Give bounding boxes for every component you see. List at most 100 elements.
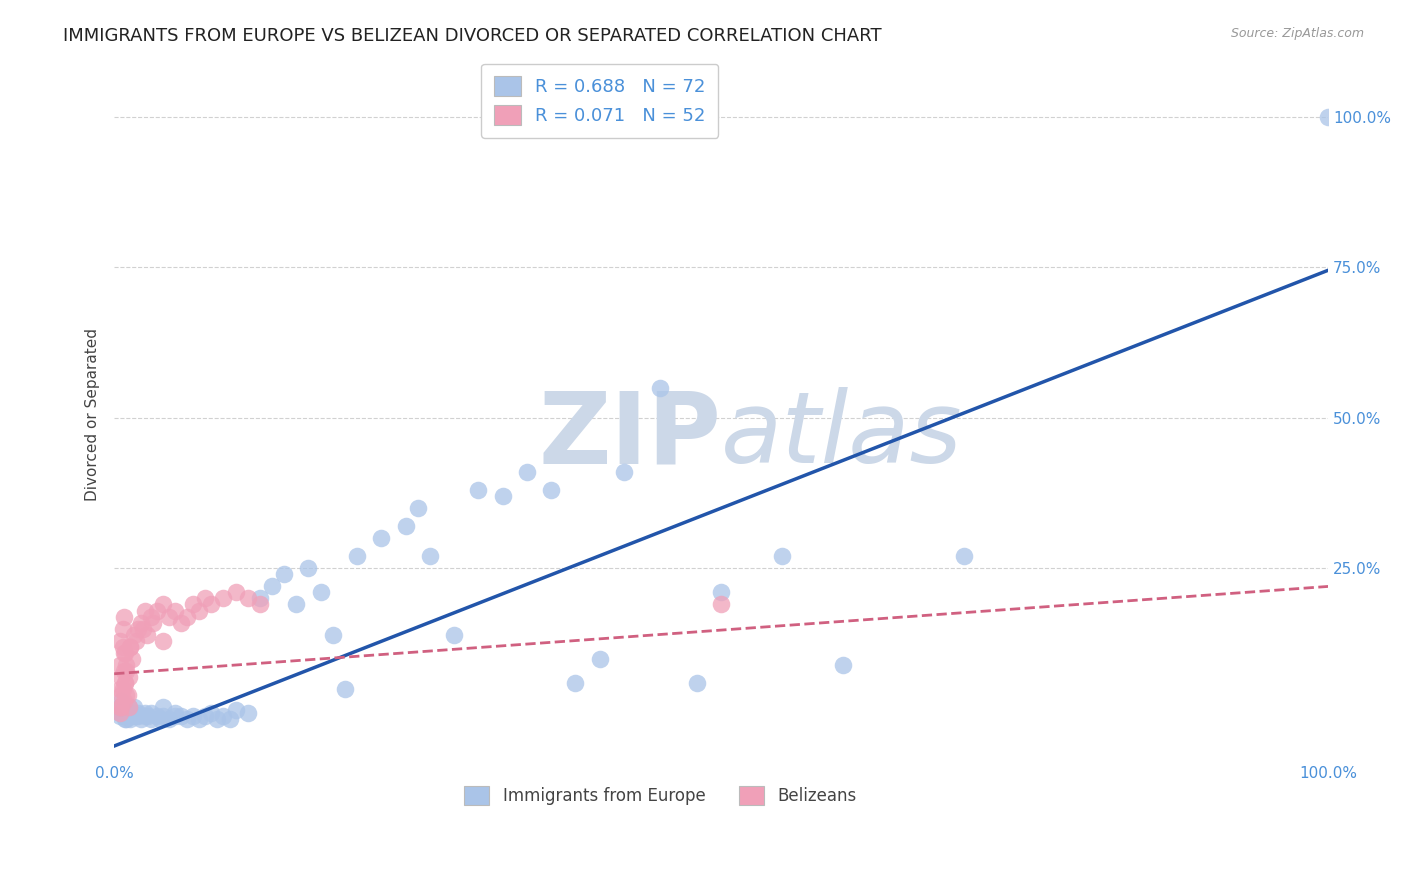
Point: [139, 609, 162, 624]
Point: [188, 712, 211, 726]
Point: [194, 591, 217, 606]
Point: [114, 675, 136, 690]
Point: [122, 627, 145, 641]
Point: [149, 712, 172, 726]
Point: [831, 657, 853, 672]
Point: [273, 567, 295, 582]
Point: [260, 579, 283, 593]
Point: [111, 703, 134, 717]
Point: [686, 675, 709, 690]
Point: [111, 622, 134, 636]
Y-axis label: Divorced or Separated: Divorced or Separated: [86, 328, 100, 501]
Point: [564, 675, 586, 690]
Point: [613, 465, 636, 479]
Point: [152, 633, 174, 648]
Point: [118, 640, 141, 654]
Point: [110, 699, 132, 714]
Point: [1317, 110, 1340, 124]
Point: [129, 615, 152, 630]
Point: [188, 603, 211, 617]
Point: [710, 598, 733, 612]
Point: [200, 598, 222, 612]
Point: [157, 609, 180, 624]
Point: [111, 640, 134, 654]
Point: [152, 699, 174, 714]
Point: [200, 706, 222, 720]
Point: [118, 640, 141, 654]
Point: [770, 549, 793, 564]
Point: [467, 483, 489, 497]
Point: [115, 657, 138, 672]
Point: [110, 657, 132, 672]
Point: [112, 609, 135, 624]
Point: [157, 712, 180, 726]
Point: [134, 603, 156, 617]
Point: [218, 712, 240, 726]
Point: [194, 709, 217, 723]
Point: [152, 598, 174, 612]
Point: [419, 549, 441, 564]
Point: [115, 709, 138, 723]
Point: [118, 699, 141, 714]
Point: [163, 709, 186, 723]
Point: [394, 519, 416, 533]
Point: [212, 709, 235, 723]
Point: [492, 489, 515, 503]
Point: [181, 598, 204, 612]
Point: [225, 585, 247, 599]
Point: [142, 615, 165, 630]
Text: ZIP: ZIP: [538, 387, 721, 484]
Point: [122, 699, 145, 714]
Point: [110, 699, 132, 714]
Point: [370, 531, 392, 545]
Point: [115, 706, 138, 720]
Point: [236, 706, 259, 720]
Point: [132, 622, 155, 636]
Point: [225, 703, 247, 717]
Point: [121, 709, 143, 723]
Point: [112, 646, 135, 660]
Point: [443, 627, 465, 641]
Point: [176, 609, 198, 624]
Point: [136, 709, 159, 723]
Point: [406, 501, 429, 516]
Point: [170, 709, 193, 723]
Point: [145, 709, 167, 723]
Point: [163, 706, 186, 720]
Point: [110, 633, 132, 648]
Point: [953, 549, 976, 564]
Text: Source: ZipAtlas.com: Source: ZipAtlas.com: [1230, 27, 1364, 40]
Point: [114, 646, 136, 660]
Point: [118, 670, 141, 684]
Point: [134, 709, 156, 723]
Point: [322, 627, 344, 641]
Point: [176, 712, 198, 726]
Point: [170, 615, 193, 630]
Point: [110, 706, 132, 720]
Point: [710, 585, 733, 599]
Point: [112, 699, 135, 714]
Point: [127, 706, 149, 720]
Point: [145, 603, 167, 617]
Point: [114, 675, 136, 690]
Point: [110, 706, 132, 720]
Point: [212, 591, 235, 606]
Point: [117, 688, 139, 702]
Point: [110, 688, 132, 702]
Point: [249, 591, 271, 606]
Point: [121, 706, 143, 720]
Point: [285, 598, 308, 612]
Point: [516, 465, 538, 479]
Legend: Immigrants from Europe, Belizeans: Immigrants from Europe, Belizeans: [454, 776, 866, 815]
Point: [110, 681, 132, 696]
Point: [118, 712, 141, 726]
Point: [125, 633, 148, 648]
Point: [139, 712, 162, 726]
Point: [112, 694, 135, 708]
Point: [152, 709, 174, 723]
Point: [207, 712, 229, 726]
Point: [125, 709, 148, 723]
Point: [115, 712, 138, 726]
Point: [297, 561, 319, 575]
Point: [110, 699, 132, 714]
